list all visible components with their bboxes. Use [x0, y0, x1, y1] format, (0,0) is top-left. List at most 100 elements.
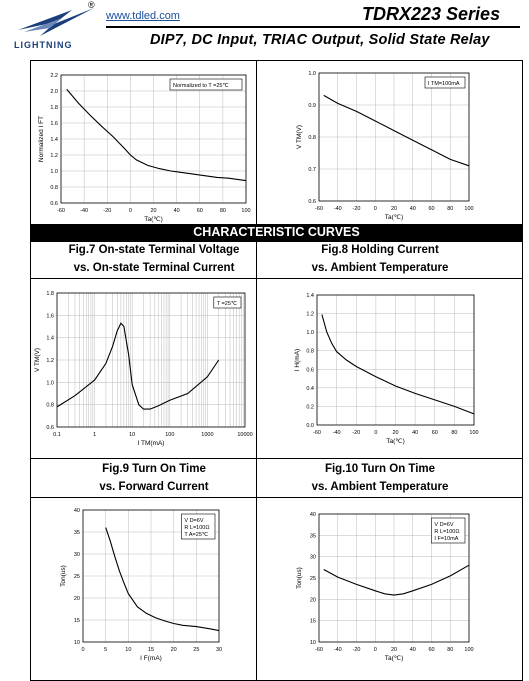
- c3-y-tick-label: 1.0: [46, 380, 54, 386]
- c2-y-tick-label: 0.9: [308, 103, 316, 109]
- c5-curve: [105, 527, 220, 632]
- fig10-caption-line2: vs. Ambient Temperature: [311, 481, 449, 493]
- c6-y-tick-label: 10: [310, 640, 316, 646]
- c5-x-tick-label: 10: [125, 647, 131, 653]
- c3-y-tick-label: 0.8: [46, 403, 54, 409]
- c1-y-tick-label: 2.0: [50, 89, 58, 95]
- c4-y-tick-label: 0.8: [306, 349, 314, 355]
- c1-x-tick-label: 100: [241, 208, 250, 214]
- c1-x-tick-label: -40: [80, 208, 88, 214]
- c2-plot-frame: [318, 72, 470, 202]
- c2-x-tick-label: 40: [410, 206, 416, 212]
- c5-x-tick-label: 0: [81, 647, 84, 653]
- c5-y-tick-label: 35: [74, 530, 80, 536]
- c1-y-tick-label: 1.0: [50, 169, 58, 175]
- c2-annotation-box: [424, 76, 466, 89]
- c5-x-tick-label: 15: [148, 647, 154, 653]
- c5-annotation-box: [181, 513, 216, 540]
- c2-x-tick-label: 100: [464, 206, 473, 212]
- fig7-caption-line2: vs. On-state Terminal Current: [73, 262, 235, 274]
- c4-x-tick-label: 60: [432, 430, 438, 436]
- fig10-caption-line1: Fig.10 Turn On Time: [324, 463, 436, 475]
- chart-turn-on-time-vs-temp: -60 -40 -20 0 20 40 60 80 100 10 15 20 25 30 35 40 Ta(℃)…: [296, 512, 474, 662]
- c4-x-tick-label: -20: [352, 430, 360, 436]
- c3-annotation-text: T =25℃: [217, 301, 238, 307]
- c6-x-tick-label: 0: [374, 647, 377, 653]
- c1-x-tick-label: 60: [197, 208, 203, 214]
- company-logo: [18, 8, 94, 36]
- c4-x-tick-label: -40: [333, 430, 341, 436]
- c3-x-tick-label: 10: [129, 432, 135, 438]
- c5-x-tick-label: 30: [216, 647, 222, 653]
- c4-y-axis-label: I H(mA): [294, 349, 301, 371]
- c3-curve: [56, 322, 220, 410]
- c6-y-tick-label: 20: [310, 597, 316, 603]
- series-title: TDRX223 Series: [362, 4, 501, 24]
- c6-y-tick-label: 15: [310, 619, 316, 625]
- c4-x-tick-label: 40: [412, 430, 418, 436]
- c2-y-tick-label: 0.7: [308, 167, 316, 173]
- c1-plot-frame: [60, 74, 247, 204]
- c2-y-axis-label: V TM(V): [296, 125, 303, 149]
- c6-y-axis-label: Ton(us): [296, 567, 303, 589]
- c1-annotation-text: Normalized to T =25℃: [173, 83, 229, 89]
- c2-x-tick-label: -60: [315, 206, 323, 212]
- c6-annotation-text: R L=100Ω: [434, 529, 459, 535]
- c6-y-tick-label: 25: [310, 576, 316, 582]
- c5-annotation-text: R L=100Ω: [184, 525, 209, 531]
- fig9-caption-line2: vs. Forward Current: [99, 481, 209, 493]
- c4-curve: [321, 314, 475, 415]
- c4-x-tick-label: 20: [392, 430, 398, 436]
- c4-plot-frame: [316, 294, 475, 426]
- c3-plot-frame: [56, 292, 246, 428]
- c3-y-tick-label: 0.6: [46, 425, 54, 431]
- c2-curve: [323, 94, 470, 167]
- c1-annotation-box: [169, 78, 243, 91]
- c2-x-tick-label: -40: [334, 206, 342, 212]
- c3-x-tick-label: 0.1: [53, 432, 61, 438]
- c4-x-tick-label: -60: [313, 430, 321, 436]
- c6-annotation-box: [431, 517, 466, 544]
- c6-curve: [323, 564, 470, 596]
- c5-x-tick-label: 5: [104, 647, 107, 653]
- c6-y-tick-label: 30: [310, 555, 316, 561]
- c5-y-tick-label: 40: [74, 508, 80, 514]
- c2-x-tick-label: -20: [353, 206, 361, 212]
- c1-y-tick-label: 1.2: [50, 153, 58, 159]
- chart-vtm-vs-itm: 0.1 1 10 100 1000 10000 0.6 0.8 1.0 1.2 1.4 1.6 1.8 I…: [34, 291, 253, 447]
- table-divider-vertical: [256, 60, 257, 681]
- c5-y-tick-label: 20: [74, 596, 80, 602]
- c6-annotation-text: V D=6V: [434, 522, 453, 528]
- c6-x-tick-label: 60: [428, 647, 434, 653]
- c6-x-tick-label: 80: [447, 647, 453, 653]
- c1-x-tick-label: 20: [150, 208, 156, 214]
- c1-x-tick-label: -20: [103, 208, 111, 214]
- c6-x-tick-label: 40: [410, 647, 416, 653]
- c6-annotation-text: I F=10mA: [434, 536, 458, 542]
- c5-y-tick-label: 25: [74, 574, 80, 580]
- c2-annotation-text: I TM=100mA: [428, 81, 460, 87]
- website-link[interactable]: www.tdled.com: [106, 10, 180, 22]
- c4-x-tick-label: 100: [469, 430, 478, 436]
- c4-y-tick-label: 1.2: [306, 312, 314, 318]
- fig8-caption-line2: vs. Ambient Temperature: [311, 262, 449, 274]
- c1-x-tick-label: 40: [174, 208, 180, 214]
- c3-x-tick-label: 100: [165, 432, 174, 438]
- c2-x-tick-label: 60: [428, 206, 434, 212]
- c3-y-tick-label: 1.8: [46, 291, 54, 297]
- c4-y-tick-label: 0.6: [306, 367, 314, 373]
- c1-y-tick-label: 0.8: [50, 185, 58, 191]
- c2-y-tick-label: 0.8: [308, 135, 316, 141]
- c2-y-tick-label: 1.0: [308, 71, 316, 77]
- c4-y-tick-label: 1.0: [306, 330, 314, 336]
- c6-x-tick-label: -20: [353, 647, 361, 653]
- characteristic-curves-banner: CHARACTERISTIC CURVES: [30, 224, 523, 241]
- c1-x-tick-label: 0: [129, 208, 132, 214]
- registered-mark: ®: [88, 0, 95, 10]
- c1-x-tick-label: 80: [220, 208, 226, 214]
- c5-y-axis-label: Ton(us): [60, 565, 67, 587]
- c1-curve: [66, 89, 247, 182]
- c5-x-tick-label: 25: [193, 647, 199, 653]
- fig7-caption-line1: Fig.7 On-state Terminal Voltage: [68, 244, 240, 256]
- c6-x-tick-label: 100: [464, 647, 473, 653]
